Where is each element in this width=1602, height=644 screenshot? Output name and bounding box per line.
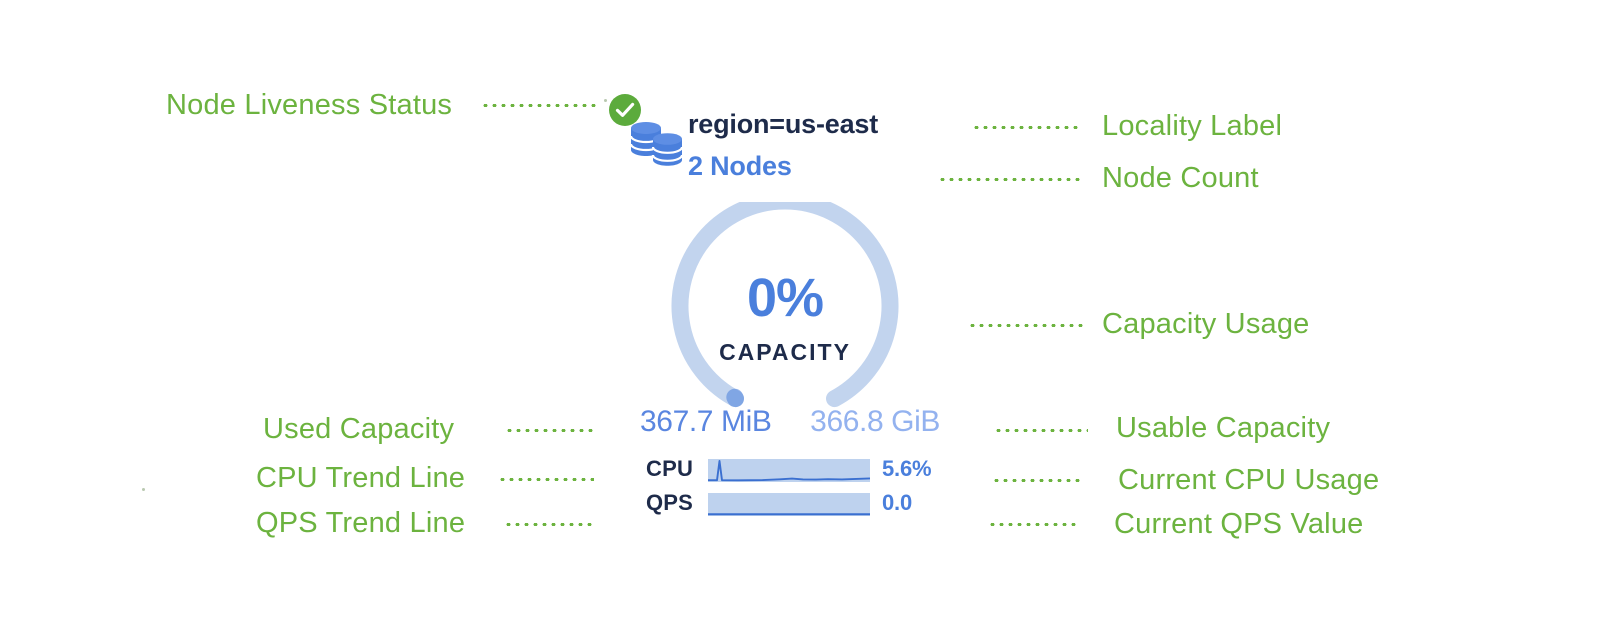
leader-line-capacity-usage xyxy=(968,324,1084,327)
leader-line-node-liveness-status xyxy=(481,104,599,107)
qps-value: 0.0 xyxy=(882,490,912,515)
cpu-trend-sparkline[interactable] xyxy=(708,456,870,482)
locality-label[interactable]: region=us-east xyxy=(688,109,879,139)
qps-trend-sparkline[interactable] xyxy=(708,490,870,516)
annotation-qps-trend-line: QPS Trend Line xyxy=(256,507,466,539)
annotation-node-liveness-status: Node Liveness Status xyxy=(166,89,453,121)
leader-line-current-qps-value xyxy=(988,523,1080,526)
capacity-gauge[interactable]: 0% CAPACITY xyxy=(640,202,930,432)
usable-capacity-value[interactable]: 366.8 GiB xyxy=(810,405,940,438)
annotation-capacity-usage: Capacity Usage xyxy=(1102,308,1310,340)
leader-line-cpu-trend-line xyxy=(498,478,594,481)
database-stack-icon xyxy=(629,116,685,175)
header-text-block: region=us-east 2 Nodes xyxy=(688,80,878,181)
cpu-value: 5.6% xyxy=(882,456,932,481)
used-capacity-value[interactable]: 367.7 MiB xyxy=(640,405,772,438)
annotation-used-capacity: Used Capacity xyxy=(263,413,455,445)
liveness-and-node-icons xyxy=(600,80,686,170)
annotation-current-cpu-usage: Current CPU Usage xyxy=(1118,464,1380,496)
cpu-label: CPU xyxy=(646,456,694,481)
leader-line-used-capacity xyxy=(505,429,597,432)
widget-header: region=us-east 2 Nodes xyxy=(600,80,878,181)
leader-line-qps-trend-line xyxy=(504,523,596,526)
node-count-label[interactable]: 2 Nodes xyxy=(688,151,792,182)
metric-rows: CPU 5.6% QPS 0.0 xyxy=(646,452,956,520)
speck-decoration xyxy=(142,488,145,491)
speck-decoration xyxy=(604,99,607,102)
leader-line-current-cpu-usage xyxy=(992,479,1084,482)
leader-line-usable-capacity xyxy=(994,429,1088,432)
annotation-locality-label: Locality Label xyxy=(1102,110,1283,142)
annotation-usable-capacity: Usable Capacity xyxy=(1116,412,1331,444)
leader-line-node-count xyxy=(938,178,1082,181)
annotation-node-count: Node Count xyxy=(1102,162,1259,194)
annotation-cpu-trend-line: CPU Trend Line xyxy=(256,462,466,494)
metric-row-cpu: CPU 5.6% xyxy=(646,452,956,486)
annotation-current-qps-value: Current QPS Value xyxy=(1114,508,1364,540)
metric-row-qps: QPS 0.0 xyxy=(646,486,956,520)
green-check-circle-icon[interactable] xyxy=(608,93,642,132)
qps-label: QPS xyxy=(646,490,694,515)
node-locality-widget: region=us-east 2 Nodes 0% CAPACITY 367.7… xyxy=(600,80,1020,550)
leader-line-locality-label xyxy=(972,126,1080,129)
capacity-values-row: 367.7 MiB 366.8 GiB xyxy=(640,405,940,439)
